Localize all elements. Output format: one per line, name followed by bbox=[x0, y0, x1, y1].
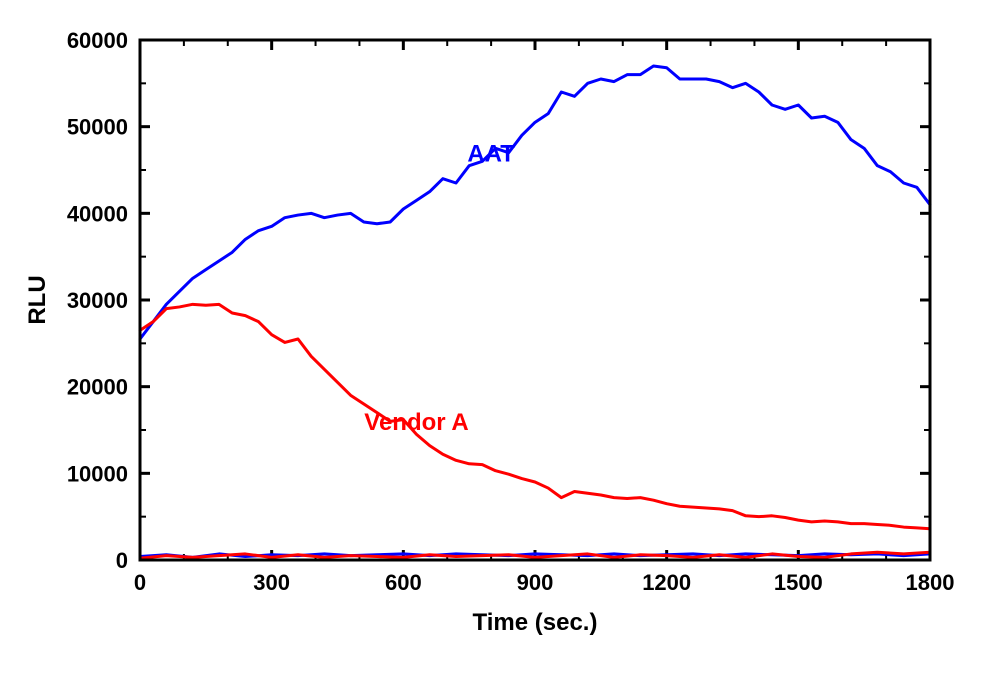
series-label-Vendor A: Vendor A bbox=[364, 409, 468, 436]
x-tick-label: 900 bbox=[517, 570, 554, 595]
x-tick-label: 300 bbox=[253, 570, 290, 595]
x-tick-label: 600 bbox=[385, 570, 422, 595]
y-tick-label: 50000 bbox=[67, 115, 128, 140]
chart-bg bbox=[0, 0, 999, 683]
y-tick-label: 60000 bbox=[67, 28, 128, 53]
chart-container: 0 300 600 900 1200 1500 1800 0 10000 20000 30000 40… bbox=[0, 0, 999, 683]
y-tick-label: 40000 bbox=[67, 201, 128, 226]
y-tick-label: 0 bbox=[116, 548, 128, 573]
y-tick-label: 20000 bbox=[67, 375, 128, 400]
x-tick-label: 1200 bbox=[642, 570, 691, 595]
x-tick-label: 0 bbox=[134, 570, 146, 595]
y-tick-label: 30000 bbox=[67, 288, 128, 313]
series-label-AAT: AAT bbox=[467, 140, 515, 167]
x-axis-label: Time (sec.) bbox=[473, 609, 598, 636]
y-tick-label: 10000 bbox=[67, 461, 128, 486]
y-axis-label: RLU bbox=[24, 275, 51, 324]
line-chart: 0 300 600 900 1200 1500 1800 0 10000 20000 30000 40… bbox=[0, 0, 999, 683]
x-tick-label: 1500 bbox=[774, 570, 823, 595]
x-tick-label: 1800 bbox=[906, 570, 955, 595]
